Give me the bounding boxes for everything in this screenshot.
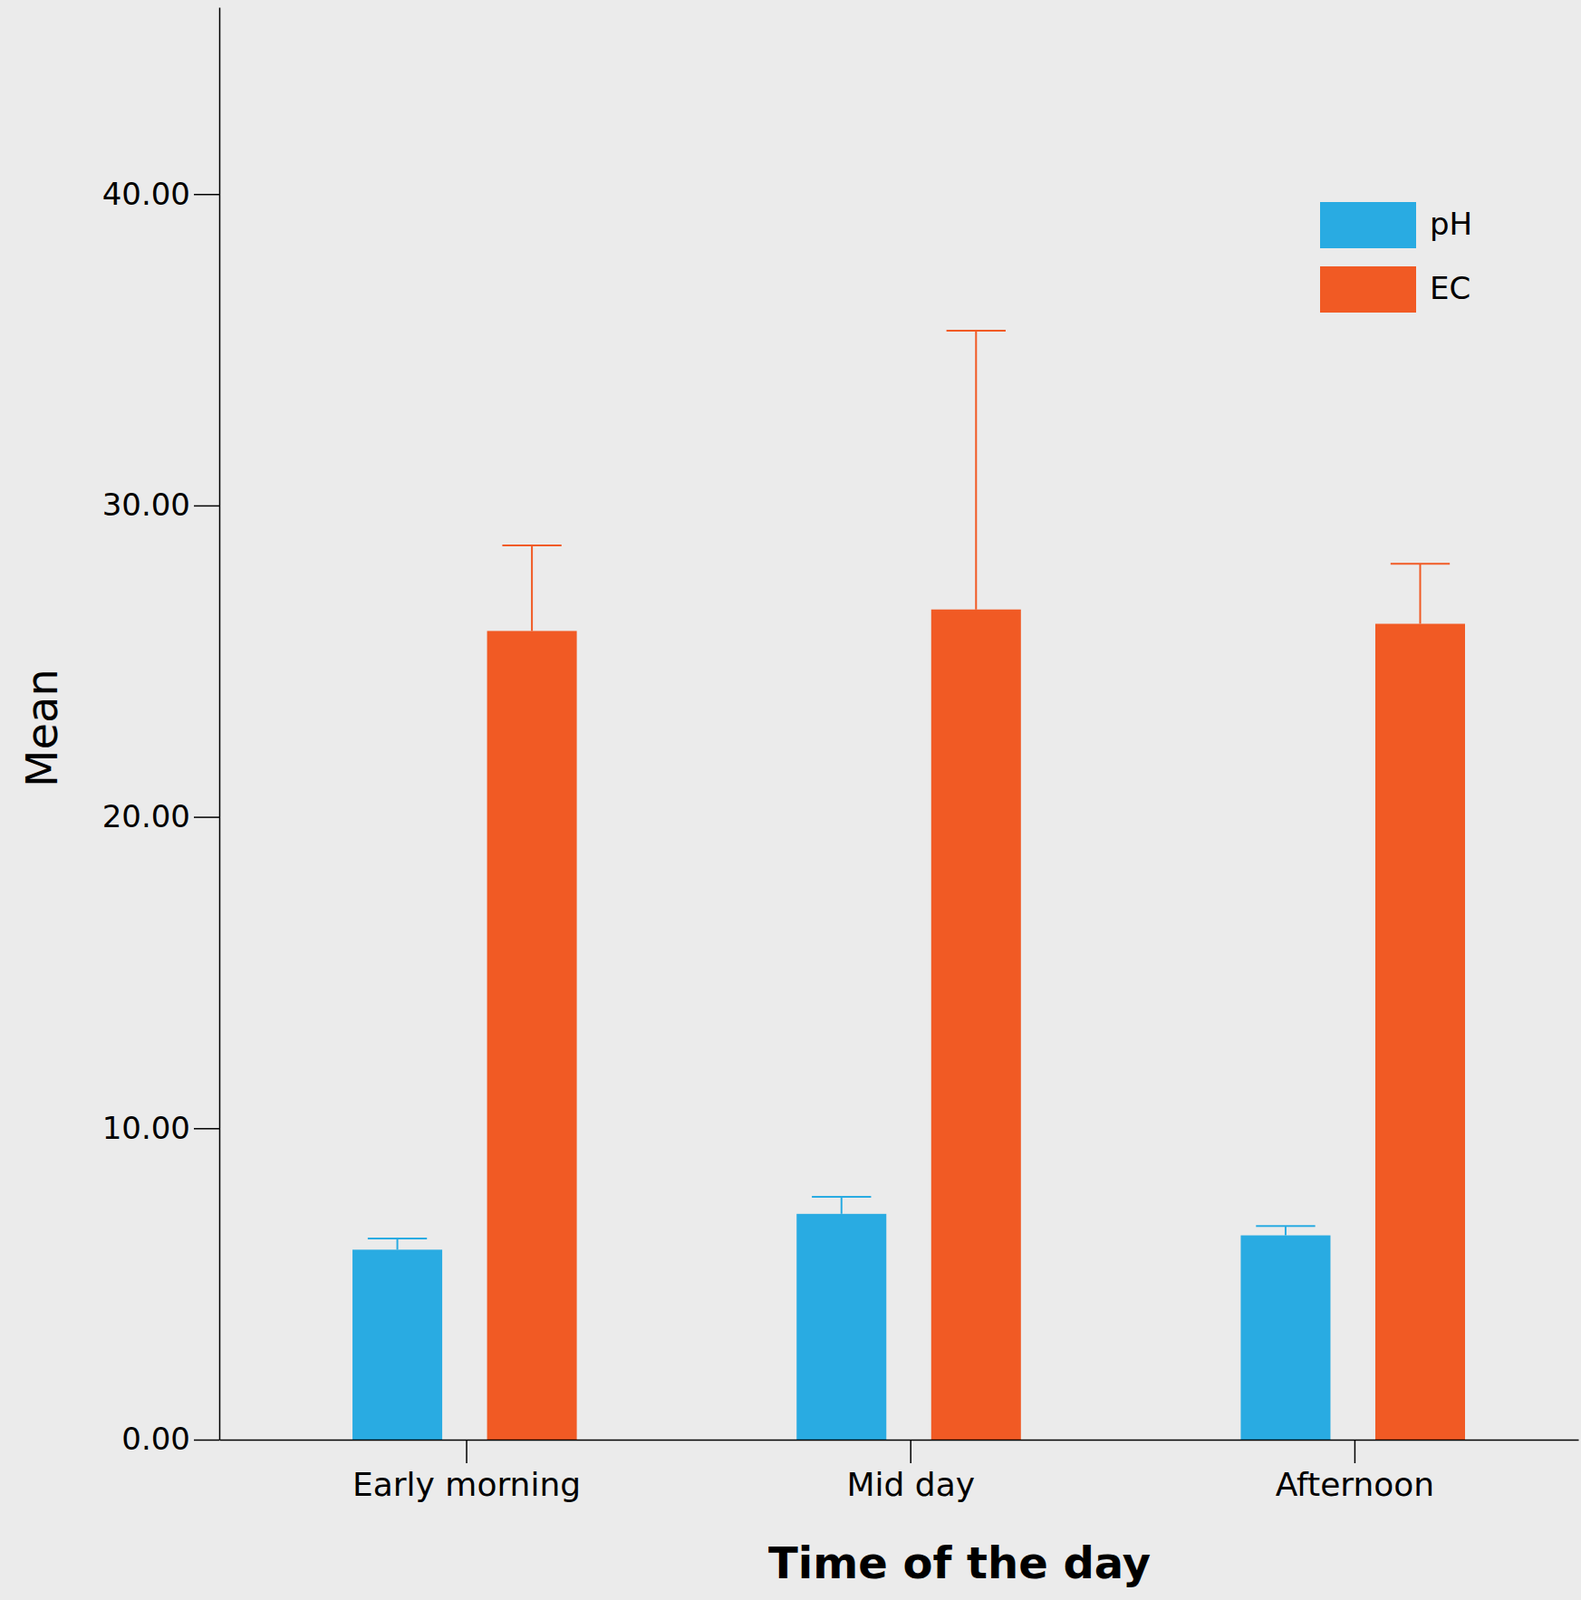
x-tick-label: Afternoon [1275, 1465, 1436, 1504]
error-bar-line [530, 545, 533, 632]
bar [796, 1214, 887, 1440]
background [0, 0, 1581, 1600]
y-tick: 10.00 [102, 1109, 220, 1147]
legend-item: pH [1320, 202, 1473, 249]
error-bar-line [1418, 563, 1421, 624]
error-bar-cap [1390, 562, 1450, 565]
bar [487, 630, 578, 1440]
error-bar [501, 545, 561, 632]
error-bar-cap [946, 329, 1006, 332]
y-tick: 30.00 [102, 486, 220, 523]
x-tick-label: Mid day [846, 1465, 975, 1504]
x-tick-mark [909, 1439, 912, 1464]
x-tick-mark [465, 1439, 468, 1464]
error-bar-line [974, 330, 977, 610]
y-tick: 0.00 [121, 1420, 220, 1457]
x-tick: Mid day [846, 1439, 975, 1504]
y-tick: 40.00 [102, 175, 220, 213]
y-tick-mark [193, 193, 220, 196]
x-tick-label: Early morning [352, 1465, 581, 1504]
error-bar-line [1284, 1225, 1287, 1235]
error-bar [946, 330, 1006, 610]
y-axis-line [219, 8, 222, 1441]
bar [931, 609, 1022, 1440]
x-tick-mark [1354, 1439, 1357, 1464]
error-bar-line [840, 1196, 843, 1215]
error-bar-cap [811, 1195, 871, 1198]
y-tick-label: 0.00 [121, 1420, 191, 1457]
y-tick-mark [193, 505, 220, 508]
legend-swatch [1320, 202, 1417, 249]
legend-swatch [1320, 266, 1417, 313]
y-tick-label: 10.00 [102, 1109, 191, 1147]
error-bar-line [396, 1238, 399, 1250]
y-tick-label: 40.00 [102, 175, 191, 213]
error-bar [1255, 1225, 1315, 1235]
bar [352, 1249, 443, 1440]
error-bar [811, 1196, 871, 1215]
bar [1375, 624, 1466, 1440]
x-tick: Early morning [352, 1439, 581, 1504]
legend-label: pH [1429, 205, 1473, 242]
error-bar-cap [1255, 1224, 1315, 1227]
bar [1240, 1235, 1331, 1440]
y-axis: 0.00 10.00 20.00 30.00 40.00 [102, 8, 221, 1458]
y-tick-mark [193, 1439, 220, 1442]
y-tick-mark [193, 1127, 220, 1130]
x-axis-title: Time of the day [768, 1537, 1151, 1589]
error-bar-cap [501, 544, 561, 547]
plot-area [352, 330, 1466, 1440]
chart: 0.00 10.00 20.00 30.00 40.00 Early morning Mid… [0, 0, 1581, 1600]
y-tick-label: 30.00 [102, 486, 191, 523]
error-bar [1390, 563, 1450, 624]
error-bar-cap [367, 1237, 427, 1240]
legend: pH EC [1320, 202, 1473, 313]
x-axis: Early morning Mid day Afternoon [220, 1439, 1580, 1504]
x-tick: Afternoon [1275, 1439, 1436, 1504]
legend-item: EC [1320, 266, 1471, 313]
legend-label: EC [1429, 269, 1471, 307]
y-tick-mark [193, 816, 220, 819]
x-axis-line [220, 1439, 1580, 1442]
y-tick-label: 20.00 [102, 798, 191, 835]
series-1 [487, 330, 1466, 1440]
y-tick: 20.00 [102, 798, 220, 835]
error-bar [367, 1238, 427, 1250]
y-axis-title: Mean [16, 668, 68, 788]
